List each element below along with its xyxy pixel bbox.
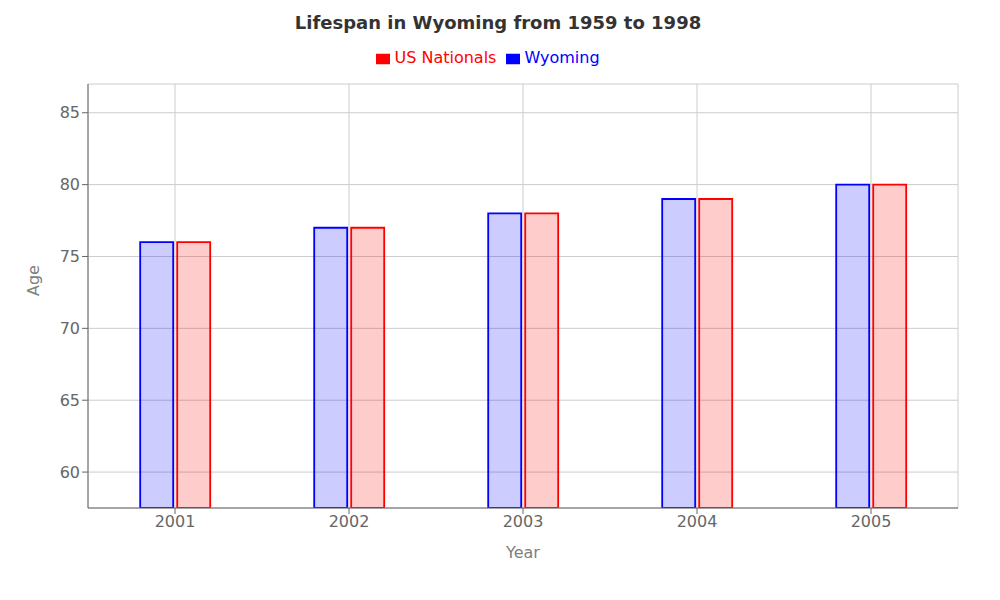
svg-text:Year: Year [505,543,540,562]
svg-text:80: 80 [60,175,80,194]
svg-text:Age: Age [24,265,43,296]
svg-text:2004: 2004 [677,512,718,531]
svg-text:70: 70 [60,319,80,338]
svg-text:60: 60 [60,463,80,482]
html-text:US Nationals: US Nationals [394,48,497,67]
svg-text:65: 65 [60,391,80,410]
svg-text:85: 85 [60,103,80,122]
html-text:Lifespan in Wyoming from 1959: Lifespan in Wyoming from 1959 to 1998 [294,12,702,33]
svg-text:2001: 2001 [155,512,196,531]
svg-text:2002: 2002 [329,512,370,531]
svg-text:2005: 2005 [851,512,892,531]
svg-text:2003: 2003 [503,512,544,531]
svg-text:75: 75 [60,247,80,266]
html-text:Wyoming: Wyoming [524,48,600,67]
